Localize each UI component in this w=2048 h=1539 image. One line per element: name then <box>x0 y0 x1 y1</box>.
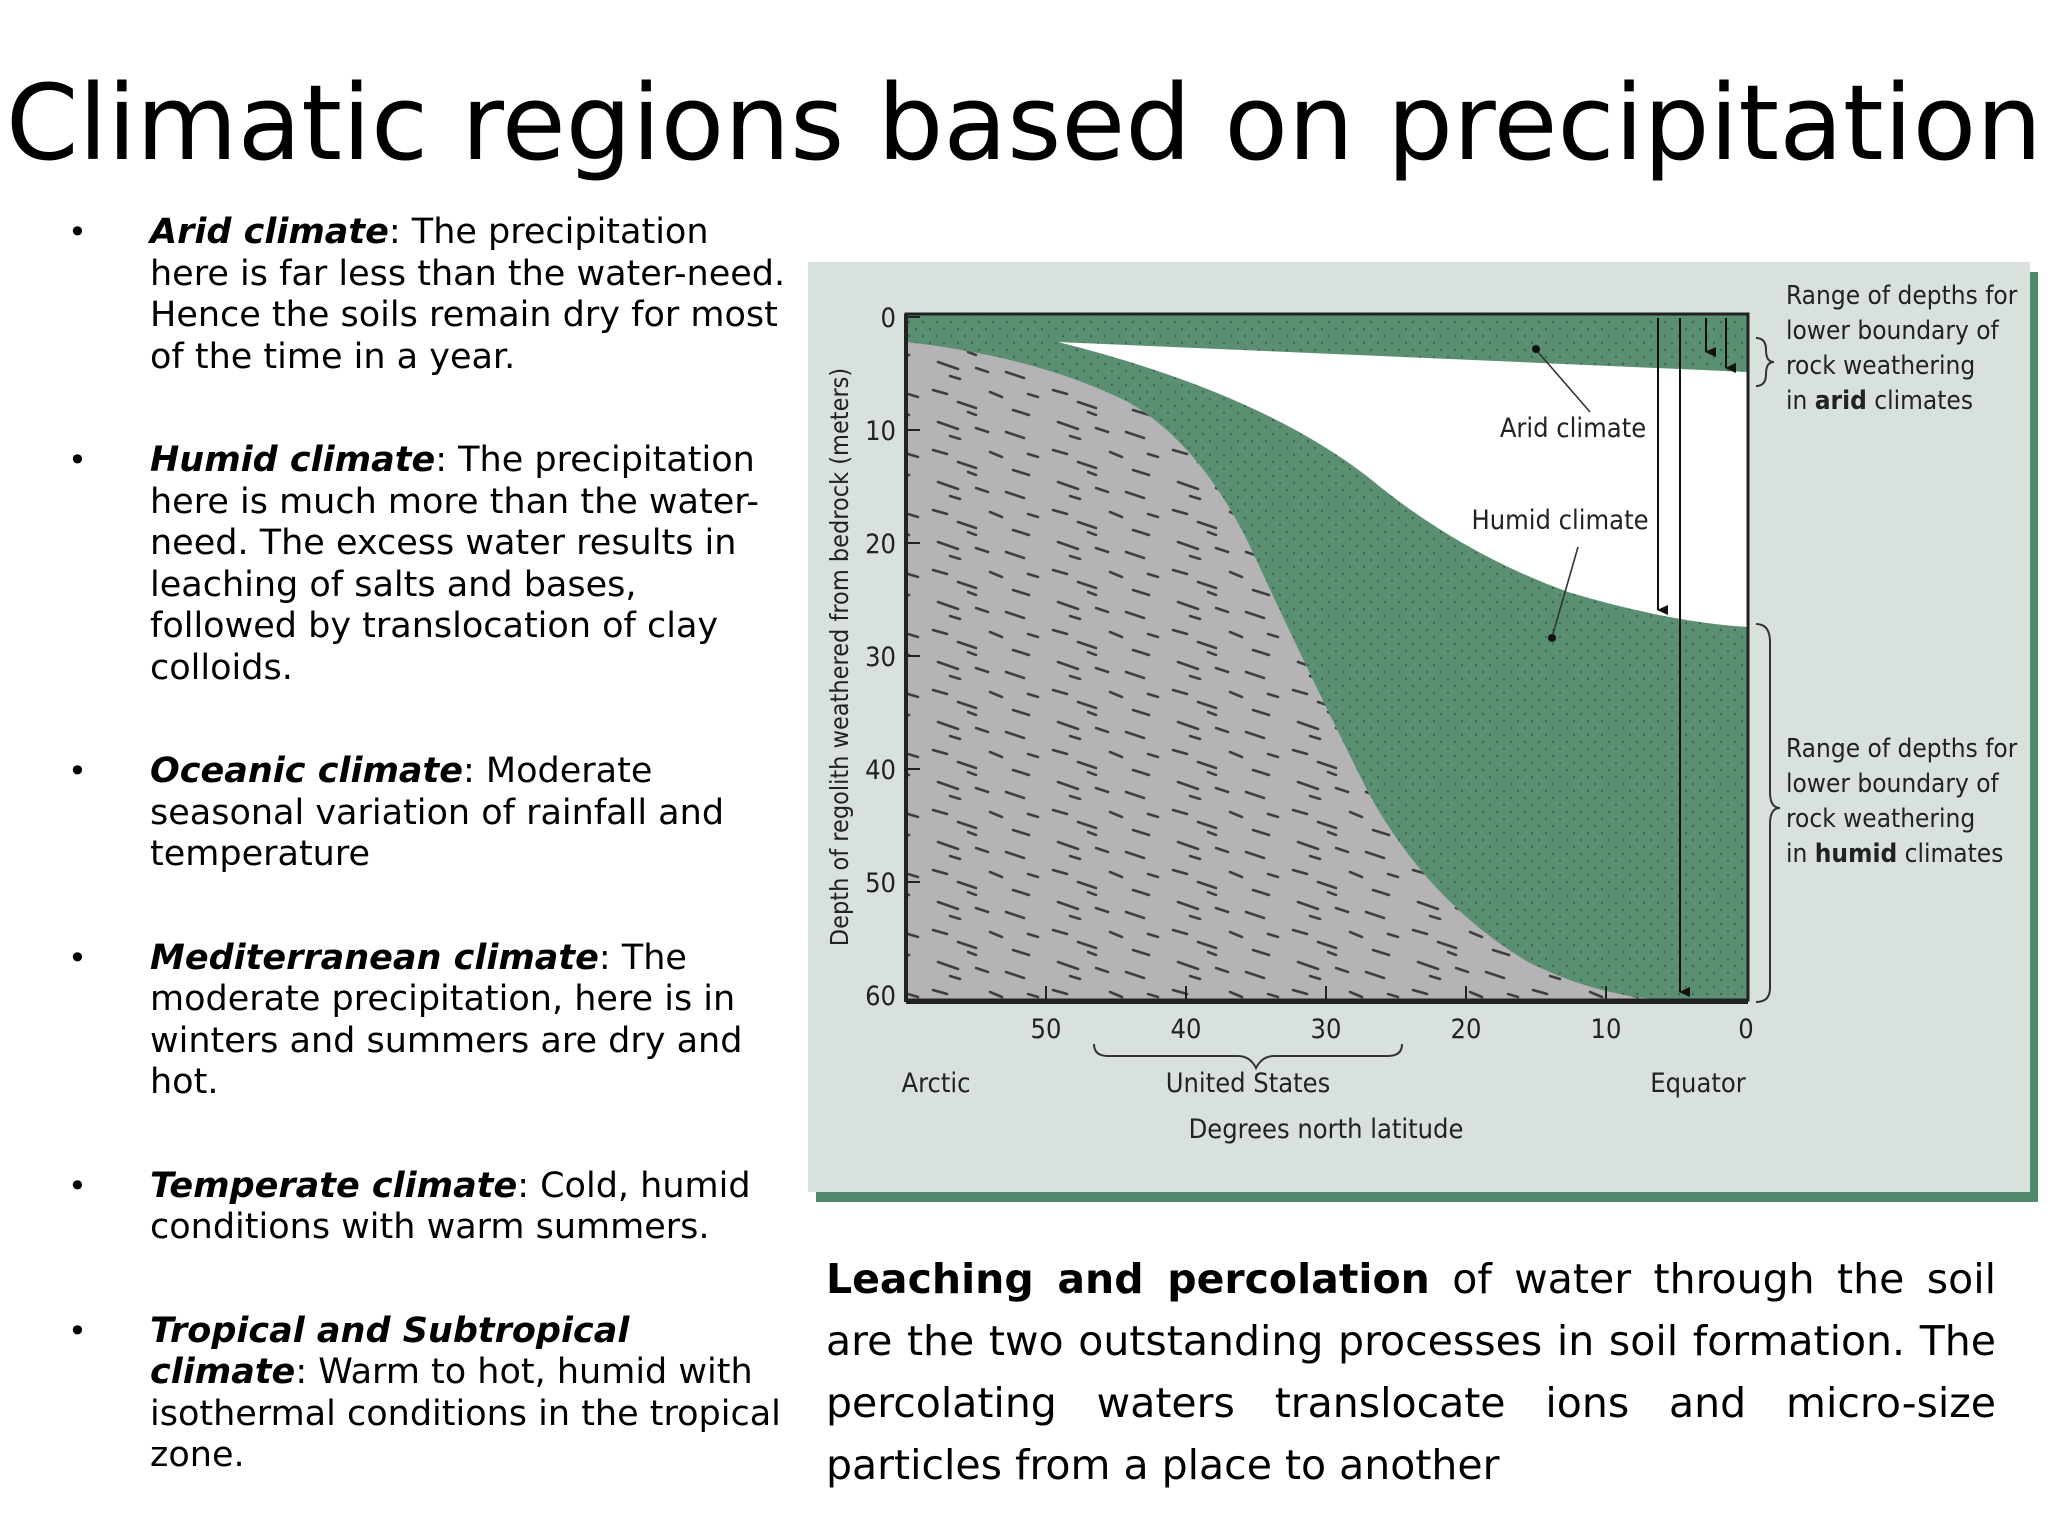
region-equator: Equator <box>1650 1068 1745 1099</box>
bullet-arid: • Arid climate: The precipitation here is… <box>68 212 788 378</box>
bullet-oceanic: • Oceanic climate: Moderate seasonal vari… <box>68 751 788 876</box>
arid-curve-label: Arid climate <box>1500 413 1646 444</box>
annotation-line: lower boundary of <box>1786 769 2000 799</box>
region-united-states: United States <box>1166 1068 1331 1099</box>
y-tick-label: 20 <box>865 529 896 560</box>
x-tick-label: 30 <box>1311 1014 1342 1045</box>
curve-labels: Arid climate Humid climate <box>1471 413 1648 536</box>
bullet-text: : Moderate seasonal variation of rainfal… <box>150 751 725 874</box>
annotation-humid: Range of depths for lower boundary of ro… <box>1786 734 2018 869</box>
arid-brace <box>1755 337 1775 387</box>
y-axis-label: Depth of regolith weathered from bedrock… <box>825 368 854 946</box>
annotation-line: Range of depths for <box>1786 281 2018 311</box>
caption-bold: Leaching and percolation <box>826 1255 1430 1303</box>
bullet-dot: • <box>68 213 87 251</box>
arid-leader <box>1537 351 1591 413</box>
y-tick-labels: 0 10 20 30 40 50 60 <box>865 303 896 1012</box>
bullet-dot: • <box>68 1166 87 1205</box>
y-tick-label: 60 <box>865 981 896 1012</box>
x-ticks <box>1045 986 1607 1002</box>
bullet-dot: • <box>68 752 87 790</box>
bullet-text: : The moderate precipitation, here is in… <box>150 937 743 1103</box>
annotation-line: rock weathering <box>1786 351 1975 381</box>
caption-paragraph: Leaching and percolation of water throug… <box>826 1248 1996 1496</box>
bullet-temperate: • Temperate climate: Cold, humid conditio… <box>68 1166 788 1249</box>
annotation-line: rock weathering <box>1786 804 1975 834</box>
annotation-line: Range of depths for <box>1786 734 2018 764</box>
bullet-term: Tropical and Subtropical climate <box>150 1310 630 1393</box>
bullet-term: Temperate climate <box>150 1165 518 1206</box>
arid-leader-dot <box>1532 345 1540 353</box>
slide-title: Climatic regions based on precipitation <box>5 62 2043 184</box>
bullet-humid: • Humid climate: The precipitation here i… <box>68 440 788 689</box>
bullet-text: : The precipitation here is much more th… <box>150 440 760 688</box>
x-tick-label: 50 <box>1031 1014 1062 1045</box>
x-tick-labels: 50 40 30 20 10 0 <box>1031 1014 1754 1045</box>
x-tick-label: 0 <box>1738 1014 1753 1045</box>
y-tick-label: 30 <box>865 642 896 673</box>
x-tick-label: 40 <box>1171 1014 1202 1045</box>
bullet-term: Humid climate <box>150 440 436 480</box>
y-tick-label: 0 <box>881 303 896 334</box>
bullet-text: : The precipitation here is far less tha… <box>150 212 786 377</box>
humid-leader-dot <box>1548 634 1556 642</box>
bullet-dot: • <box>68 1311 87 1350</box>
x-axis-label: Degrees north latitude <box>1189 1114 1464 1145</box>
weathering-depth-figure: 0 10 20 30 40 50 60 Depth of regolith we… <box>808 262 2030 1192</box>
bullet-text: : Warm to hot, humid with isothermal con… <box>150 1352 781 1475</box>
x-tick-label: 20 <box>1451 1014 1482 1045</box>
climate-bullet-list: • Arid climate: The precipitation here is… <box>68 212 788 1539</box>
bullet-mediterranean: • Mediterranean climate: The moderate pre… <box>68 938 788 1104</box>
y-tick-label: 40 <box>865 755 896 786</box>
humid-brace <box>1755 623 1781 1003</box>
humid-leader <box>1552 546 1579 635</box>
bullet-term: Arid climate <box>150 212 389 252</box>
bullet-dot: • <box>68 441 87 479</box>
y-ticks <box>906 316 920 883</box>
bullet-term: Mediterranean climate <box>150 937 599 978</box>
annotation-line: in arid climates <box>1786 386 1973 416</box>
x-tick-label: 10 <box>1591 1014 1622 1045</box>
annotation-line: in humid climates <box>1786 839 2003 869</box>
us-brace <box>1093 1043 1403 1071</box>
weathering-diagram: 0 10 20 30 40 50 60 Depth of regolith we… <box>825 281 2018 1145</box>
annotation-line: lower boundary of <box>1786 316 2000 346</box>
bullet-tropical: • Tropical and Subtropical climate: Warm … <box>68 1311 788 1477</box>
region-arctic: Arctic <box>902 1068 971 1099</box>
y-tick-label: 50 <box>865 868 896 899</box>
annotation-arid: Range of depths for lower boundary of ro… <box>1786 281 2018 416</box>
bullet-text: : Cold, humid conditions with warm summe… <box>150 1165 751 1248</box>
caption-text: of water through the soil are the two ou… <box>826 1255 1997 1489</box>
bullet-dot: • <box>68 938 87 977</box>
region-labels: Arctic United States Equator Degrees nor… <box>902 1068 1746 1145</box>
humid-curve-label: Humid climate <box>1471 505 1648 536</box>
y-tick-label: 10 <box>865 416 896 447</box>
bullet-term: Oceanic climate <box>150 751 464 791</box>
